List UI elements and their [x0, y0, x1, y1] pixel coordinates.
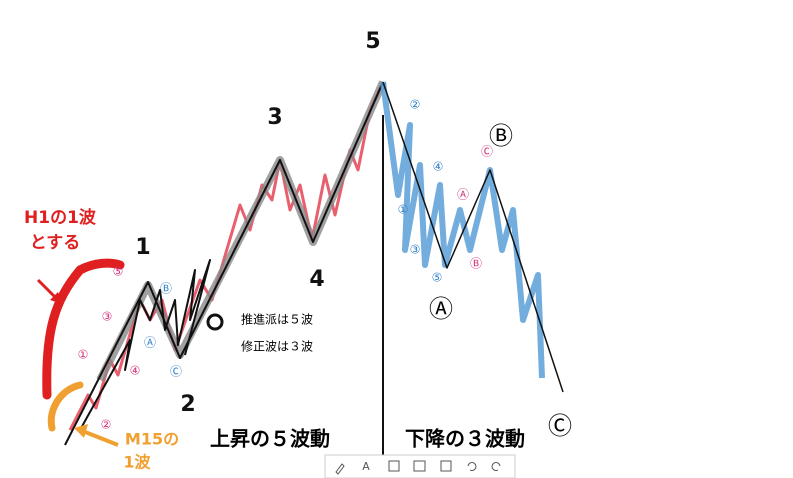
redo-tool[interactable] [491, 462, 501, 471]
info-text: 推進派は５波 [241, 313, 313, 327]
subwave-label: Ⓑ [470, 257, 482, 271]
pen-tool[interactable] [335, 463, 345, 475]
wave-label: Ⓑ [489, 122, 513, 150]
section-title: 下降の３波動 [405, 427, 525, 451]
subwave-label: ② [101, 418, 112, 432]
toolbar-bg [324, 454, 516, 478]
mark-circle [206, 313, 224, 331]
wave-label: Ⓒ [548, 412, 572, 440]
subwave-label: Ⓑ [160, 282, 172, 296]
wave-label: Ⓐ [429, 295, 453, 323]
subwave-label: Ⓐ [144, 336, 156, 350]
subwave-label: Ⓒ [481, 145, 493, 159]
wave-label: 2 [180, 392, 195, 417]
black-sub [79, 259, 211, 431]
image-tool[interactable] [413, 460, 426, 472]
subwave-label: Ⓒ [170, 365, 182, 379]
h1-note: とする [30, 233, 81, 253]
subwave-label: ④ [433, 160, 444, 174]
m15-stroke [47, 381, 84, 432]
text-tool[interactable]: A [362, 460, 370, 473]
subwave-label: ① [78, 348, 89, 362]
undo-tool[interactable] [467, 462, 477, 471]
m15-arrow-head [74, 424, 88, 438]
h1-note: H1の1波 [24, 207, 97, 228]
black-main [64, 81, 384, 446]
m15-note: 1波 [123, 453, 151, 472]
wave-label: 1 [135, 235, 150, 260]
correction-drawing [380, 81, 564, 460]
wave-label: 3 [267, 105, 282, 130]
subwave-label: ④ [130, 364, 141, 378]
note-tool[interactable] [388, 460, 400, 472]
subwave-label: ③ [410, 243, 421, 257]
subwave-label: ⑤ [432, 271, 443, 285]
red-waves [68, 81, 385, 431]
toolbar: A [324, 454, 516, 478]
subwave-label: ② [410, 98, 421, 112]
section-title: 上昇の５波動 [210, 427, 330, 451]
h1-stroke [42, 258, 125, 400]
m15-note: M15の [125, 430, 179, 449]
wave-label: 5 [365, 29, 380, 54]
black-correction [382, 81, 564, 393]
gray-main [96, 80, 387, 382]
m15-arrow [79, 428, 119, 447]
info-text: 修正波は３波 [241, 339, 313, 354]
add-tool[interactable] [440, 460, 452, 472]
subwave-label: ⑤ [113, 265, 124, 279]
impulse-drawing [36, 80, 387, 447]
h1-arrow-head [50, 292, 62, 304]
subwave-label: Ⓐ [457, 188, 469, 202]
blue-waves [380, 81, 545, 379]
subwave-label: ③ [102, 310, 113, 324]
subwave-label: ① [398, 203, 409, 217]
wave-label: 4 [309, 267, 324, 292]
